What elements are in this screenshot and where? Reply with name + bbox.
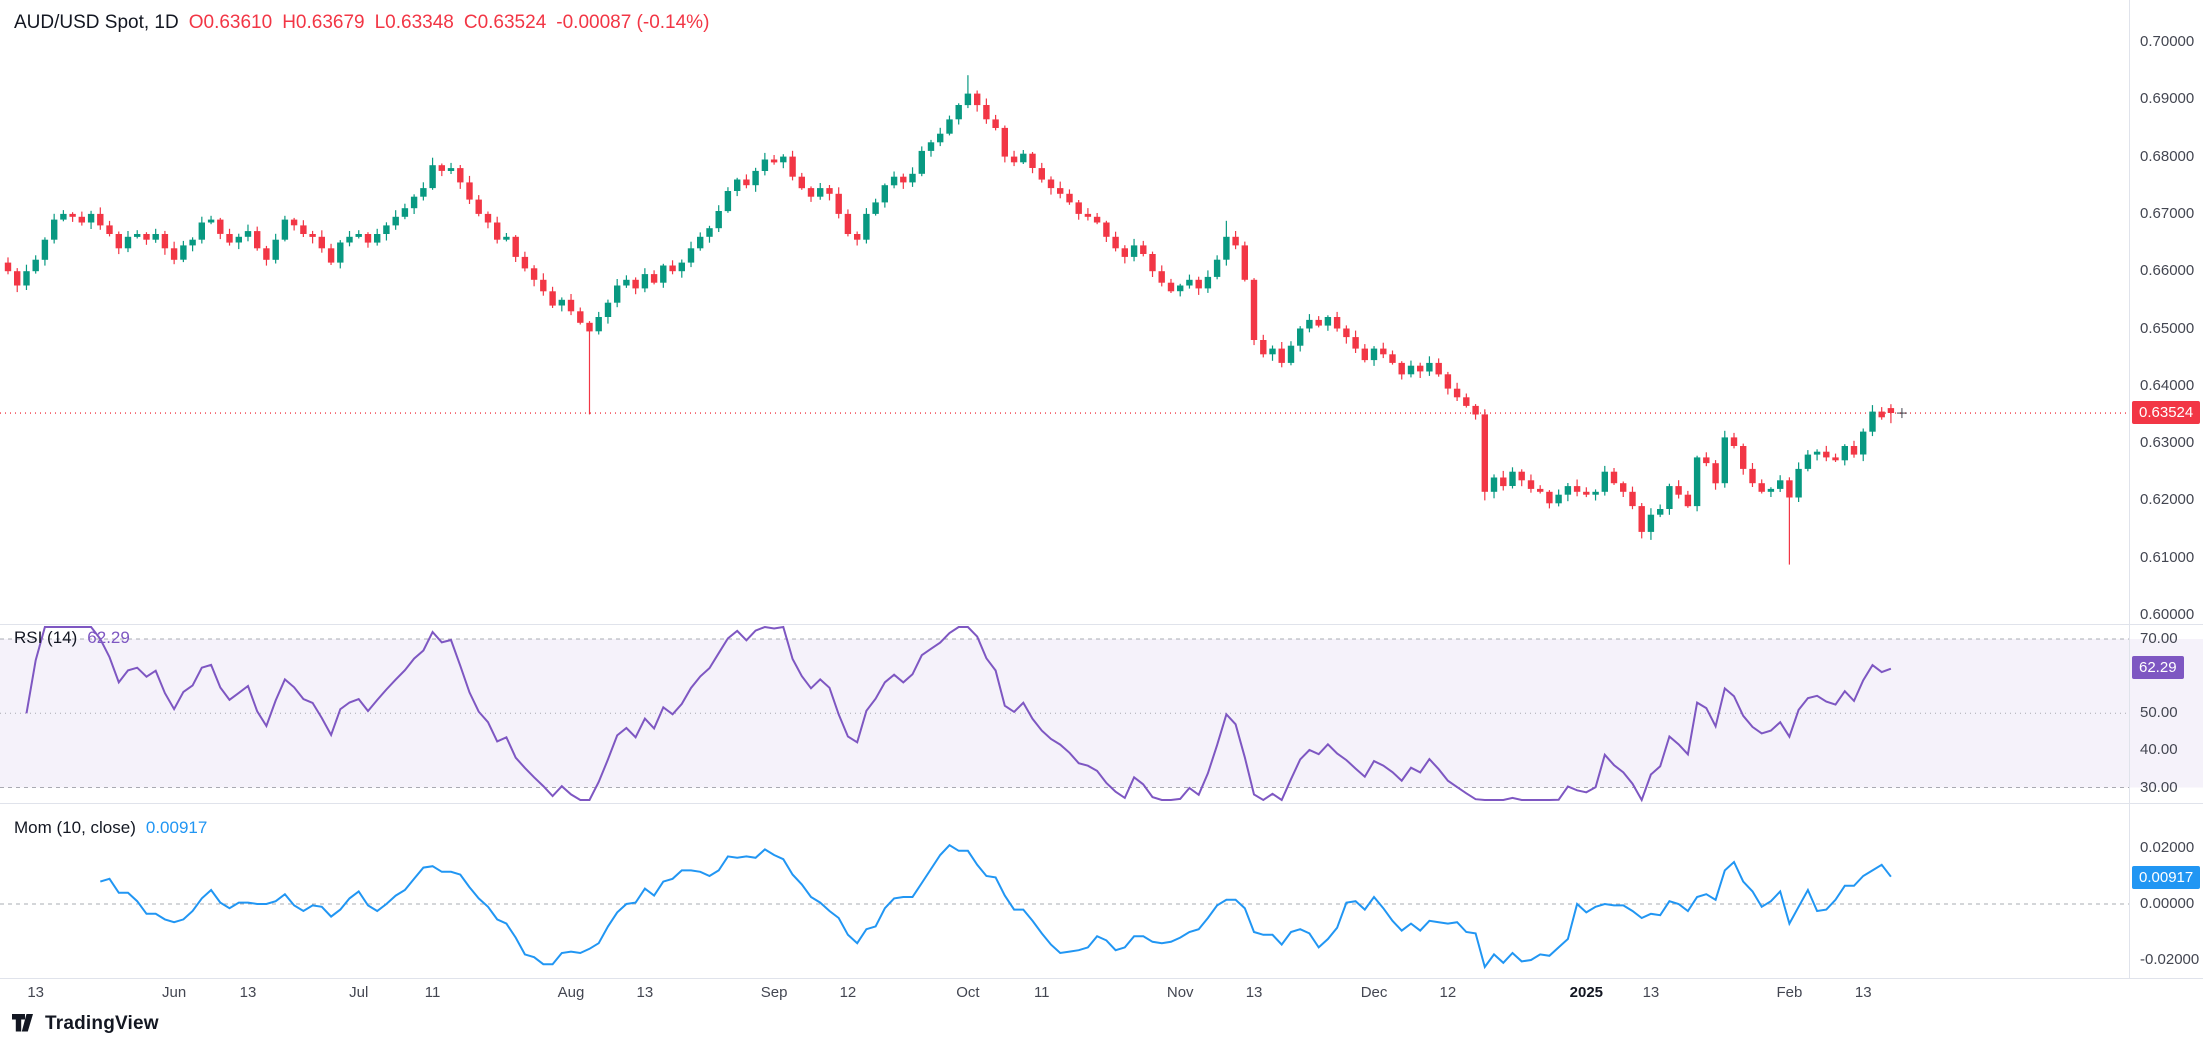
time-axis-label: Jul bbox=[349, 984, 369, 1001]
price-axis-label: 0.65000 bbox=[2140, 319, 2195, 337]
price-axis-label: 0.61000 bbox=[2140, 548, 2195, 566]
price-axis-label: 0.70000 bbox=[2140, 33, 2195, 50]
rsi-legend[interactable]: RSI (14) 62.29 bbox=[14, 628, 130, 648]
legend-change-value: -0.00087 (-0.14%) bbox=[556, 12, 710, 33]
price-axis-label: 0.66000 bbox=[2140, 262, 2195, 280]
momentum-axis-label: -0.02000 bbox=[2140, 951, 2200, 968]
price-axis-label: 0.67000 bbox=[2140, 204, 2195, 222]
momentum-value-badge: 0.00917 bbox=[2132, 866, 2201, 890]
rsi-label: RSI (14) bbox=[14, 628, 78, 647]
rsi-value-badge: 62.29 bbox=[2132, 655, 2184, 679]
time-axis-label: 13 bbox=[239, 984, 257, 1001]
momentum-label: Mom (10, close) bbox=[14, 818, 136, 837]
momentum-value: 0.00917 bbox=[145, 818, 208, 837]
time-axis-label: 12 bbox=[839, 984, 857, 1001]
price-axis-label: 0.64000 bbox=[2140, 376, 2195, 394]
legend-open-value: O0.63610 bbox=[188, 12, 273, 33]
price-axis-label: 0.68000 bbox=[2140, 147, 2195, 165]
momentum-axis-label: 0.00000 bbox=[2140, 895, 2195, 912]
tradingview-branding[interactable]: TradingView bbox=[12, 1013, 159, 1035]
rsi-axis-label: 40.00 bbox=[2140, 741, 2178, 759]
time-axis-label: 13 bbox=[1854, 984, 1872, 1001]
symbol-legend[interactable]: AUD/USD Spot, 1D O0.63610 H0.63679 L0.63… bbox=[14, 12, 709, 34]
time-axis-label: Nov bbox=[1166, 984, 1194, 1001]
time-axis-label: Oct bbox=[956, 984, 980, 1001]
rsi-axis-label: 50.00 bbox=[2140, 704, 2178, 722]
time-axis-label: Dec bbox=[1360, 984, 1388, 1001]
rsi-line bbox=[25, 625, 1892, 803]
time-axis-label: 2025 bbox=[1569, 984, 1604, 1001]
tradingview-logo-icon bbox=[12, 1014, 33, 1032]
rsi-value: 62.29 bbox=[87, 628, 130, 647]
time-axis-label: 13 bbox=[1245, 984, 1263, 1001]
symbol-title[interactable]: AUD/USD Spot, 1D bbox=[14, 12, 179, 33]
time-axis-label: Feb bbox=[1776, 984, 1803, 1001]
time-axis-label: Aug bbox=[557, 984, 585, 1001]
rsi-axis-label: 30.00 bbox=[2140, 778, 2178, 796]
momentum-axis-label: 0.02000 bbox=[2140, 839, 2195, 856]
right-price-axis[interactable]: 0.63524 62.29 0.00917 0.70000 0.69000 0.68… bbox=[2130, 0, 2203, 978]
time-axis-label: 12 bbox=[1439, 984, 1457, 1001]
rsi-axis-label: 70.00 bbox=[2140, 630, 2178, 647]
time-axis-label: 11 bbox=[424, 984, 441, 1001]
time-axis-label: 11 bbox=[1033, 984, 1050, 1001]
time-axis-label: Sep bbox=[760, 984, 788, 1001]
price-axis-label: 0.69000 bbox=[2140, 90, 2195, 108]
time-axis-label: 13 bbox=[1642, 984, 1660, 1001]
price-axis-label: 0.63000 bbox=[2140, 434, 2195, 452]
candlestick-series bbox=[4, 75, 1895, 565]
legend-close-value: C0.63524 bbox=[463, 12, 547, 33]
time-axis-label: Jun bbox=[162, 984, 187, 1001]
tradingview-wordmark: TradingView bbox=[45, 1013, 159, 1034]
price-axis-label: 0.62000 bbox=[2140, 491, 2195, 509]
momentum-line bbox=[100, 843, 1892, 970]
legend-high-value: H0.63679 bbox=[282, 12, 365, 33]
time-axis[interactable]: 13 Jun 13 Jul 11 Aug 13 Sep 12 Oct 11 Nov 13 Dec 12 202… bbox=[0, 978, 2130, 1012]
price-axis-label: 0.60000 bbox=[2140, 606, 2195, 623]
legend-low-value: L0.63348 bbox=[374, 12, 454, 33]
current-price-badge: 0.63524 bbox=[2132, 401, 2201, 425]
time-axis-label: 13 bbox=[636, 984, 654, 1001]
momentum-legend[interactable]: Mom (10, close) 0.00917 bbox=[14, 818, 207, 838]
time-axis-label: 13 bbox=[27, 984, 45, 1001]
